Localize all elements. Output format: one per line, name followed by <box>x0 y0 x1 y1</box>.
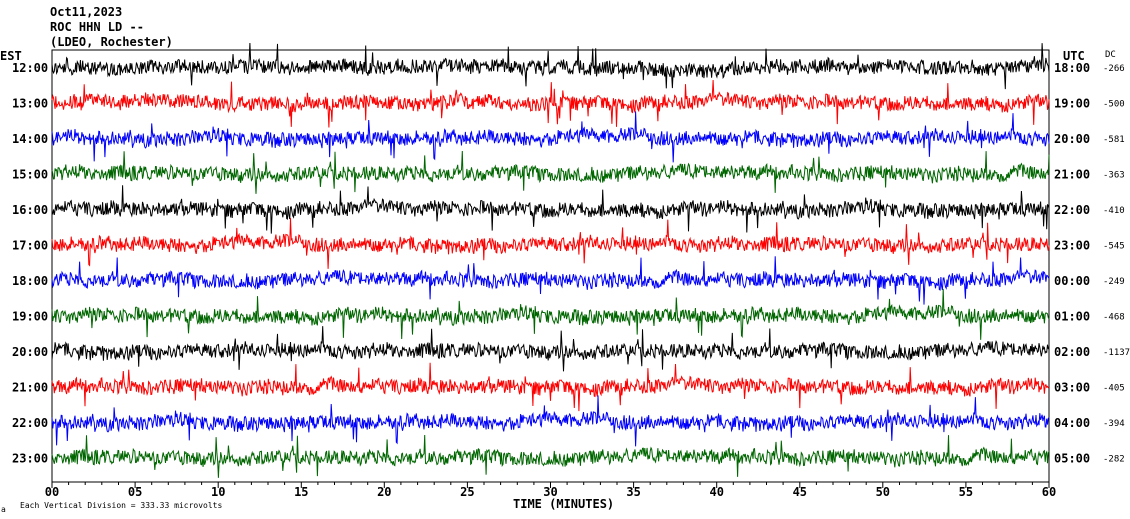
dc-offset-value: -500 <box>1103 100 1125 110</box>
utc-hour-label: 20:00 <box>1054 132 1090 146</box>
footer-corner-mark: a <box>1 505 6 514</box>
utc-hour-label: 18:00 <box>1054 61 1090 75</box>
trace-line-1800 <box>51 256 1050 305</box>
x-tick-label: 00 <box>45 485 59 499</box>
utc-hour-label: 19:00 <box>1054 97 1090 111</box>
trace-group <box>51 42 1050 478</box>
utc-hour-label: 01:00 <box>1054 310 1090 324</box>
x-tick-label: 35 <box>626 485 640 499</box>
est-zone-label: EST <box>0 49 22 63</box>
utc-hour-label: 03:00 <box>1054 381 1090 395</box>
dc-offset-value: -282 <box>1103 455 1125 465</box>
dc-offset-value: -405 <box>1103 384 1125 394</box>
dc-offset-value: -249 <box>1103 277 1125 287</box>
utc-hour-label: 05:00 <box>1054 452 1090 466</box>
x-tick-label: 40 <box>709 485 723 499</box>
x-tick-label: 10 <box>211 485 225 499</box>
est-hour-label: 16:00 <box>12 203 48 217</box>
est-hour-label: 21:00 <box>12 381 48 395</box>
est-hour-label: 22:00 <box>12 416 48 430</box>
x-tick-label: 15 <box>294 485 308 499</box>
x-tick-label: 55 <box>959 485 973 499</box>
dc-offset-value: -1137 <box>1103 348 1130 358</box>
header-date: Oct11,2023 <box>50 5 122 19</box>
est-hour-label: 19:00 <box>12 310 48 324</box>
x-tick-label: 50 <box>876 485 890 499</box>
trace-line-1900 <box>51 288 1050 340</box>
utc-hour-label: 22:00 <box>1054 203 1090 217</box>
trace-line-2000 <box>51 326 1050 372</box>
dc-offset-value: -266 <box>1103 64 1125 74</box>
est-hour-label: 23:00 <box>12 452 48 466</box>
x-tick-label: 05 <box>128 485 142 499</box>
est-hour-label: 12:00 <box>12 61 48 75</box>
est-hour-label: 14:00 <box>12 132 48 146</box>
est-hour-label: 20:00 <box>12 345 48 359</box>
x-axis: 00 05 10 15 20 25 30 35 40 45 50 55 60 <box>45 482 1056 499</box>
dc-offset-value: -545 <box>1103 242 1125 252</box>
trace-line-1300 <box>51 79 1050 128</box>
x-axis-label: TIME (MINUTES) <box>513 497 614 511</box>
x-tick-label: 60 <box>1042 485 1056 499</box>
trace-line-1500 <box>51 150 1050 194</box>
utc-hour-label: 00:00 <box>1054 274 1090 288</box>
x-tick-label: 45 <box>793 485 807 499</box>
trace-line-2100 <box>51 362 1050 412</box>
hour-label-group: 12:00 18:00 -266 13:00 19:00 -500 14:00 20:00 -5… <box>12 61 1130 466</box>
utc-hour-label: 23:00 <box>1054 239 1090 253</box>
trace-line-1200 <box>51 42 1050 90</box>
est-hour-label: 17:00 <box>12 239 48 253</box>
dc-offset-value: -410 <box>1103 206 1125 216</box>
est-hour-label: 13:00 <box>12 97 48 111</box>
dc-offset-value: -581 <box>1103 135 1125 145</box>
header-station: ROC HHN LD -- <box>50 20 144 34</box>
utc-hour-label: 04:00 <box>1054 416 1090 430</box>
footer-division-note: Each Vertical Division = 333.33 microvol… <box>20 501 222 510</box>
x-tick-label: 20 <box>377 485 391 499</box>
dc-offset-value: -468 <box>1103 313 1125 323</box>
trace-line-2300 <box>51 434 1050 478</box>
utc-hour-label: 21:00 <box>1054 168 1090 182</box>
est-hour-label: 18:00 <box>12 274 48 288</box>
dc-header-label: DC <box>1105 50 1116 60</box>
x-tick-label: 25 <box>460 485 474 499</box>
trace-line-1700 <box>51 217 1050 269</box>
x-tick-label: 30 <box>543 485 557 499</box>
trace-line-1600 <box>51 185 1050 234</box>
trace-line-1400 <box>51 111 1050 163</box>
utc-zone-label: UTC <box>1063 49 1085 63</box>
dc-offset-value: -394 <box>1103 419 1125 429</box>
dc-offset-value: -363 <box>1103 171 1125 181</box>
est-hour-label: 15:00 <box>12 168 48 182</box>
utc-hour-label: 02:00 <box>1054 345 1090 359</box>
header-network: (LDEO, Rochester) <box>50 35 173 49</box>
trace-line-2200 <box>51 395 1050 447</box>
